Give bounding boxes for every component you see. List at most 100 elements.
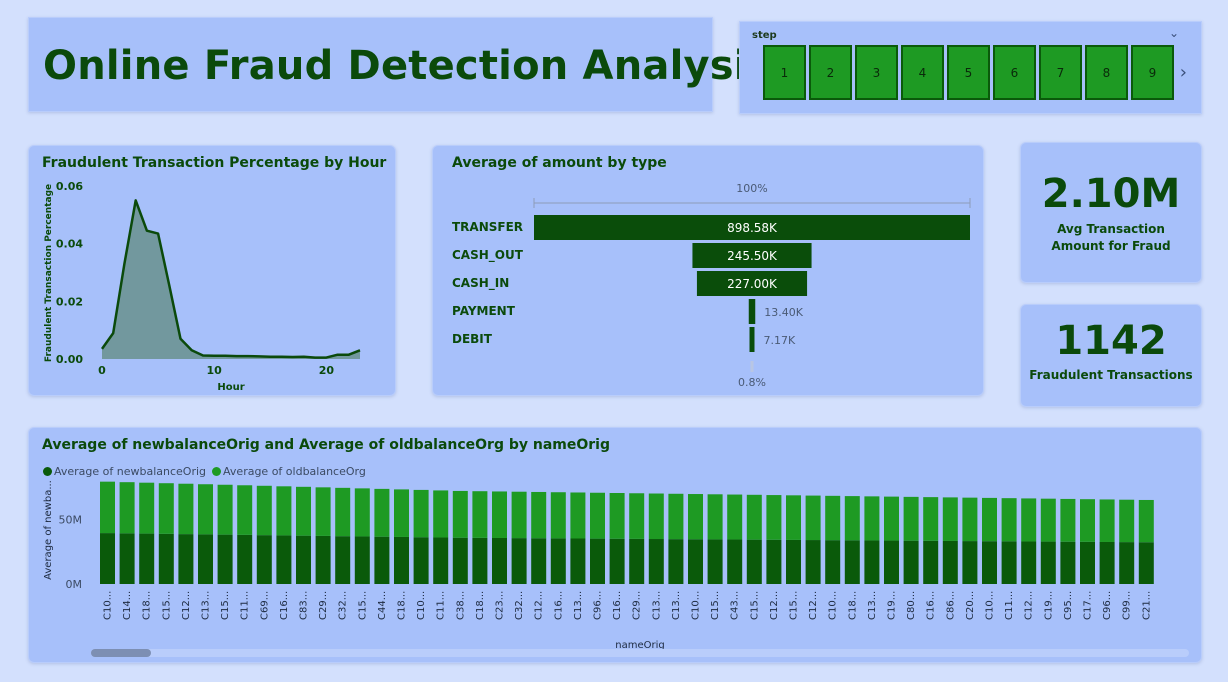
- x-axis-label: nameOrig: [615, 640, 664, 651]
- x-tick-label: C69...: [259, 591, 270, 620]
- x-tick-label: C11...: [1004, 591, 1015, 620]
- bar-segment-oldbalance: [433, 490, 449, 538]
- funnel-bar: [692, 243, 812, 268]
- y-tick-label: 50M: [59, 514, 83, 527]
- step-item-8[interactable]: 8: [1085, 45, 1128, 100]
- x-tick-label: C16...: [612, 591, 623, 620]
- step-item-3[interactable]: 3: [855, 45, 898, 100]
- x-tick-label: C80...: [906, 591, 917, 620]
- bar-segment-oldbalance: [766, 495, 782, 540]
- x-tick-label: C13...: [671, 591, 682, 620]
- bar-segment-newbalance: [629, 538, 645, 584]
- bar-segment-newbalance: [688, 539, 703, 584]
- bar-segment-newbalance: [1080, 541, 1095, 584]
- x-tick-label: C19...: [1043, 591, 1054, 620]
- step-item-4[interactable]: 4: [901, 45, 944, 100]
- bar-segment-newbalance: [982, 541, 997, 584]
- bar-segment-newbalance: [1099, 541, 1115, 584]
- bar-segment-oldbalance: [276, 486, 292, 536]
- bar-segment-newbalance: [178, 534, 194, 584]
- bar-segment-newbalance: [570, 538, 586, 584]
- bar-segment-newbalance: [668, 539, 684, 584]
- funnel-bar: [534, 215, 970, 240]
- x-tick-label: C15...: [710, 591, 721, 620]
- horizontal-scrollbar[interactable]: [91, 649, 1189, 657]
- chart-title: Average of amount by type: [452, 155, 667, 171]
- bar-segment-newbalance: [492, 537, 507, 584]
- bar-segment-oldbalance: [1080, 499, 1095, 542]
- bar-segment-oldbalance: [590, 492, 605, 539]
- legend-item[interactable]: Average of oldbalanceOrg: [212, 465, 366, 478]
- scrollbar-thumb[interactable]: [91, 649, 151, 657]
- x-tick-label: C10...: [828, 591, 839, 620]
- bar-segment-oldbalance: [472, 491, 488, 538]
- x-tick-label: 20: [319, 364, 335, 377]
- step-item-1[interactable]: 1: [763, 45, 806, 100]
- funnel-bar: [749, 327, 755, 352]
- bar-segment-newbalance: [727, 539, 743, 584]
- amount-by-type-card: Average of amount by type 100% TRANSFER 89…: [432, 145, 984, 396]
- x-tick-label: C11...: [436, 591, 447, 620]
- x-tick-label: C18...: [142, 591, 153, 620]
- bar-segment-oldbalance: [962, 497, 978, 542]
- bar-segment-oldbalance: [217, 484, 233, 535]
- chevron-right-icon[interactable]: ›: [1179, 62, 1187, 83]
- x-tick-label: C32...: [338, 591, 349, 620]
- bar-segment-newbalance: [766, 539, 782, 584]
- chart-legend: Average of newbalanceOrig Average of old…: [43, 465, 366, 478]
- bar-segment-oldbalance: [648, 493, 664, 540]
- bar-segment-oldbalance: [1099, 499, 1115, 542]
- hourly-fraud-chart: 0.00 0.02 0.04 0.06 0 10 20 Hour Fraudulent Tran…: [44, 180, 361, 393]
- x-tick-label: C17...: [1083, 591, 1094, 620]
- bar-segment-newbalance: [394, 536, 409, 584]
- bar-segment-newbalance: [335, 536, 351, 584]
- kpi-value: 1142: [1055, 318, 1167, 364]
- y-axis-label: Fraudulent Transaction Percentage: [44, 184, 54, 362]
- x-tick-label: C96...: [1102, 591, 1113, 620]
- funnel-bottom-label: 0.8%: [738, 376, 766, 389]
- step-item-7[interactable]: 7: [1039, 45, 1082, 100]
- balance-stacked-bar-chart: 0M 50M Average of newba... nameOrig C10... C1…: [43, 480, 1154, 651]
- x-tick-label: C12...: [534, 591, 545, 620]
- funnel-category-label: CASH_IN: [452, 276, 509, 291]
- x-tick-label: C12...: [181, 591, 192, 620]
- step-item-9[interactable]: 9: [1131, 45, 1174, 100]
- bar-segment-newbalance: [511, 538, 527, 584]
- kpi-avg-amount-card: 2.10M Avg Transaction Amount for Fraud: [1020, 142, 1202, 283]
- bar-segment-oldbalance: [1060, 498, 1076, 542]
- bar-segment-oldbalance: [550, 492, 566, 539]
- x-tick-label: C95...: [1063, 591, 1074, 620]
- y-tick-label: 0.00: [56, 353, 83, 366]
- legend-item[interactable]: Average of newbalanceOrig: [43, 465, 206, 478]
- x-tick-label: C12...: [808, 591, 819, 620]
- bar-segment-oldbalance: [296, 486, 311, 536]
- bar-segment-oldbalance: [609, 493, 625, 539]
- bar-segment-newbalance: [923, 540, 939, 584]
- y-tick-label: 0M: [66, 578, 83, 591]
- step-item-2[interactable]: 2: [809, 45, 852, 100]
- step-item-6[interactable]: 6: [993, 45, 1036, 100]
- bar-segment-newbalance: [100, 533, 115, 584]
- chart-title: Fraudulent Transaction Percentage by Hou…: [42, 155, 387, 171]
- slicer-label: step: [752, 30, 777, 41]
- x-tick-label: C44...: [377, 591, 388, 620]
- bar-segment-newbalance: [550, 538, 566, 584]
- bar-segment-newbalance: [746, 539, 762, 584]
- step-item-5[interactable]: 5: [947, 45, 990, 100]
- bar-segment-oldbalance: [511, 491, 527, 539]
- x-tick-label: C83...: [299, 591, 310, 620]
- bar-segment-oldbalance: [884, 496, 899, 541]
- bar-segment-newbalance: [864, 540, 880, 584]
- funnel-data-label: 227.00K: [727, 277, 778, 291]
- x-tick-label: 10: [207, 364, 223, 377]
- bar-segment-newbalance: [805, 540, 821, 584]
- chevron-down-icon[interactable]: ⌄: [1168, 26, 1179, 40]
- bar-segment-newbalance: [237, 534, 253, 584]
- bar-segment-newbalance: [315, 535, 331, 584]
- bar-segment-oldbalance: [119, 482, 135, 534]
- bar-segment-newbalance: [648, 539, 664, 584]
- bar-segment-oldbalance: [982, 497, 997, 542]
- x-tick-label: C15...: [749, 591, 760, 620]
- funnel-data-label: 245.50K: [727, 249, 778, 263]
